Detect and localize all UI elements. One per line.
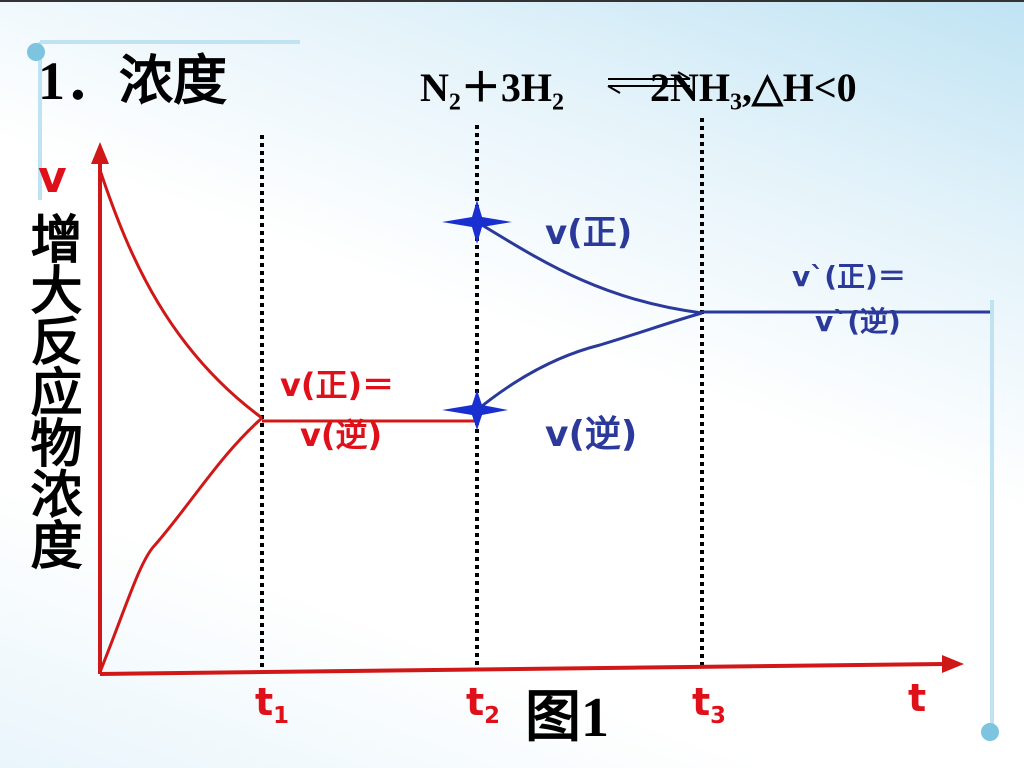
- equation-subscript: 2: [448, 89, 461, 116]
- reversible-arrow: [607, 85, 621, 94]
- star-marker: [442, 200, 512, 244]
- figure-caption: 图1: [525, 687, 609, 749]
- tick-main: t: [692, 680, 711, 724]
- equation-part: N: [420, 65, 449, 110]
- x-axis-arrow: [942, 655, 964, 673]
- y-axis-label: 增大反应物浓度: [21, 212, 81, 569]
- rate-label: v`(正)＝: [792, 260, 906, 293]
- decor-dot: [27, 43, 45, 61]
- rate-label: v(正)＝: [280, 366, 395, 404]
- rate-label: v(逆): [545, 414, 638, 455]
- reversible-arrow: [677, 71, 691, 80]
- reverse-rate-curve-new: [476, 311, 703, 412]
- x-axis: [99, 662, 946, 676]
- equation-subscript: 3: [730, 89, 743, 116]
- tick-main: t: [255, 680, 274, 724]
- tick-subscript: 2: [484, 702, 501, 729]
- forward-rate-curve: [98, 169, 263, 420]
- x-tick-label: t1: [255, 680, 289, 729]
- tick-subscript: 3: [710, 702, 727, 729]
- x-tick-label: t2: [466, 680, 500, 729]
- rate-label: v`(逆): [815, 305, 901, 338]
- y-axis-arrow: [91, 142, 109, 164]
- tick-subscript: 1: [273, 702, 290, 729]
- reverse-rate-curve: [98, 416, 263, 673]
- decor-dot: [981, 723, 999, 741]
- equation-part: ,△H<0: [742, 65, 857, 110]
- equation-part: 2NH: [650, 65, 731, 110]
- x-tick-label: t3: [692, 680, 726, 729]
- rate-label: v(逆): [300, 416, 383, 454]
- equation: N2＋3H2 2NH3,△H<0: [420, 55, 857, 116]
- tick-main: t: [466, 680, 485, 724]
- x-axis-label: t: [908, 676, 927, 720]
- star-marker: [442, 390, 508, 430]
- slide-title: 1．浓度: [38, 51, 227, 111]
- forward-rate-curve-new: [476, 220, 703, 315]
- equation-part: ＋3H: [460, 65, 553, 110]
- y-axis-symbol: v: [38, 152, 67, 203]
- equation-subscript: 2: [552, 89, 565, 116]
- rate-label: v(正): [545, 213, 633, 253]
